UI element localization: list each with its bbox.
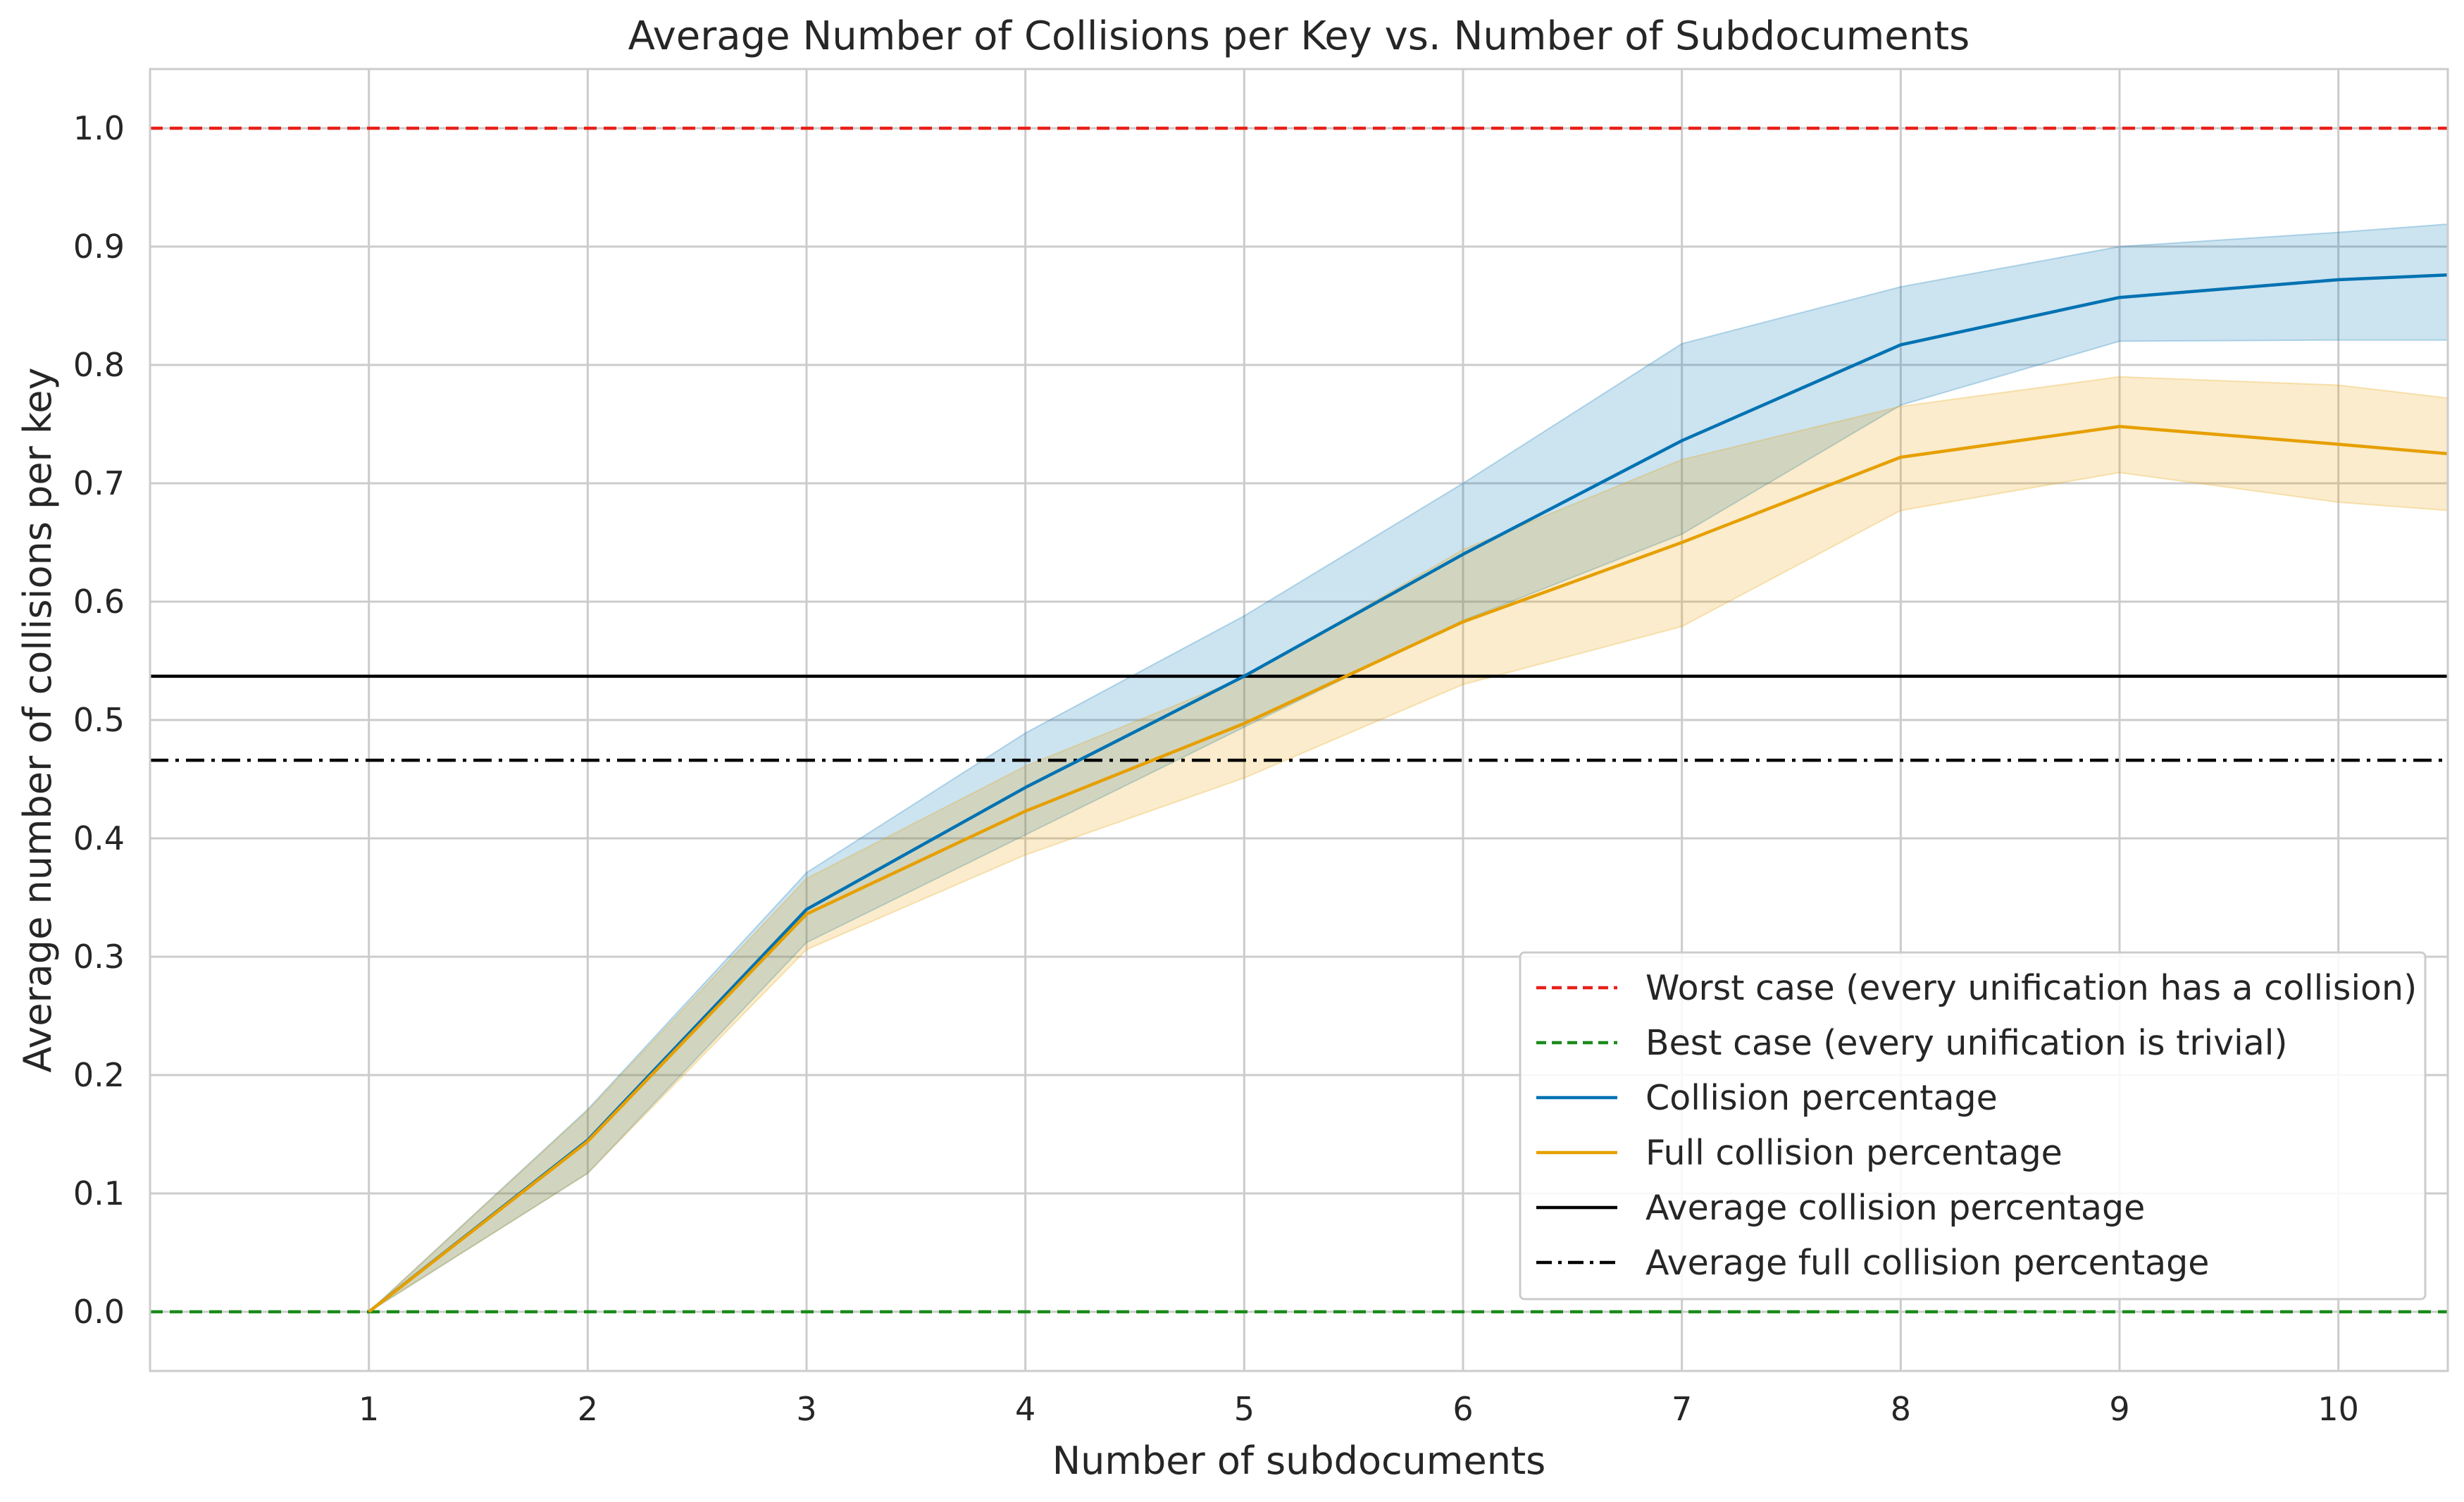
x-tick-label: 7 bbox=[1672, 1390, 1692, 1428]
x-tick-label: 6 bbox=[1452, 1390, 1473, 1428]
data-series bbox=[368, 273, 2449, 1313]
legend-box bbox=[1519, 951, 2427, 1301]
legend: Worst case (every unification has a coll… bbox=[1519, 951, 2427, 1301]
y-tick-label: 0.0 bbox=[73, 1293, 125, 1331]
y-tick-label: 0.4 bbox=[73, 819, 125, 857]
legend-label: Average collision percentage bbox=[1645, 1188, 2145, 1228]
x-tick-labels: 1 2 3 4 5 6 7 8 9 10 bbox=[359, 1390, 2359, 1428]
chart-title: Average Number of Collisions per Key vs.… bbox=[628, 13, 1970, 59]
y-tick-label: 0.5 bbox=[73, 701, 125, 739]
legend-items: Worst case (every unification has a coll… bbox=[1536, 968, 2417, 1283]
y-tick-labels: 0.0 0.1 0.2 0.3 0.4 0.5 0.6 0.7 0.8 0.9 1.0 bbox=[73, 109, 125, 1331]
legend-label: Worst case (every unification has a coll… bbox=[1645, 968, 2417, 1008]
legend-label: Full collision percentage bbox=[1645, 1133, 2062, 1173]
y-tick-label: 1.0 bbox=[73, 109, 125, 147]
y-tick-label: 0.1 bbox=[73, 1174, 125, 1212]
x-axis-label: Number of subdocuments bbox=[1052, 1439, 1546, 1483]
reference-lines bbox=[150, 126, 2448, 1314]
y-tick-label: 0.2 bbox=[73, 1056, 125, 1094]
y-tick-label: 0.3 bbox=[73, 938, 125, 976]
x-tick-label: 1 bbox=[359, 1390, 379, 1428]
x-tick-label: 10 bbox=[2317, 1390, 2359, 1428]
x-tick-label: 8 bbox=[1891, 1390, 1911, 1428]
legend-label: Collision percentage bbox=[1645, 1078, 1998, 1118]
y-tick-label: 0.9 bbox=[73, 228, 125, 266]
y-tick-label: 0.7 bbox=[73, 464, 125, 502]
plot-frame bbox=[149, 68, 2449, 1372]
y-tick-label: 0.6 bbox=[73, 583, 125, 621]
legend-label: Best case (every unification is trivial) bbox=[1645, 1023, 2287, 1063]
x-tick-label: 4 bbox=[1015, 1390, 1035, 1428]
x-tick-label: 2 bbox=[578, 1390, 598, 1428]
x-tick-label: 9 bbox=[2109, 1390, 2129, 1428]
x-tick-label: 3 bbox=[796, 1390, 816, 1428]
y-axis-label: Average number of collisions per key bbox=[15, 368, 60, 1073]
legend-label: Average full collision percentage bbox=[1645, 1243, 2209, 1283]
x-tick-label: 5 bbox=[1234, 1390, 1255, 1428]
y-tick-label: 0.8 bbox=[73, 346, 125, 384]
